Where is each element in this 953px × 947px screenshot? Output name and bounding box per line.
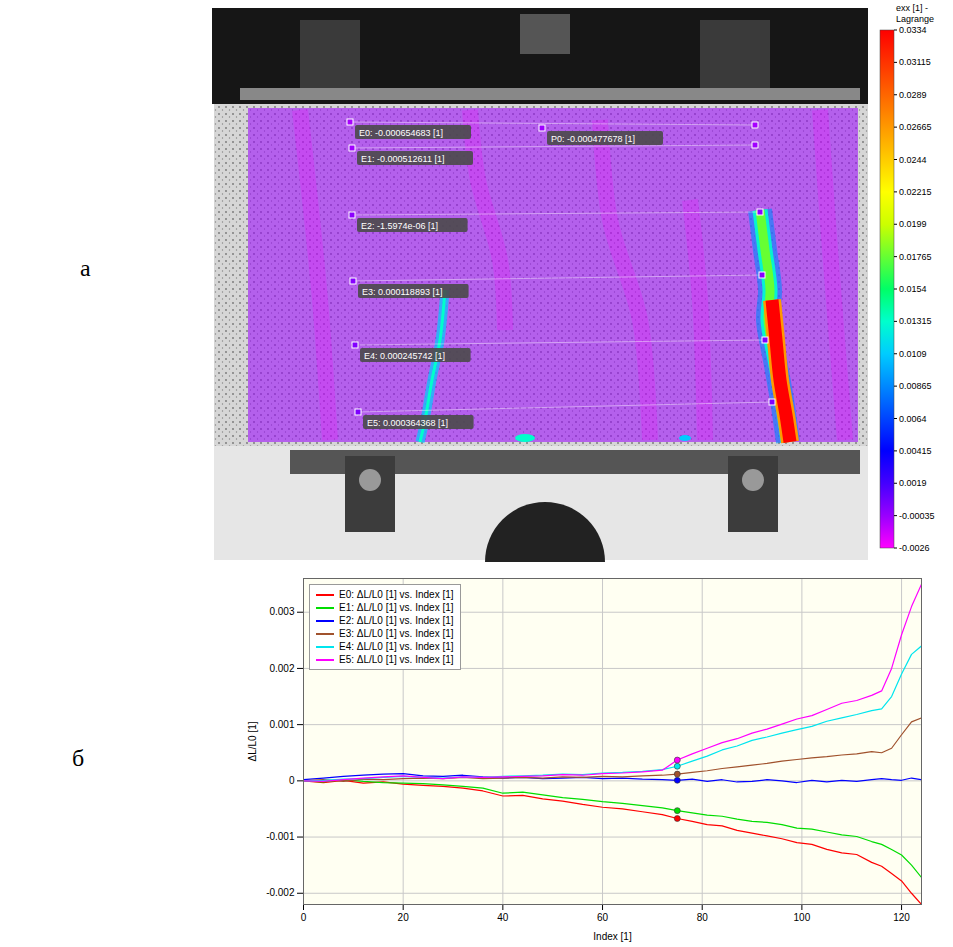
svg-text:E2: -1.5974e-06 [1]: E2: -1.5974e-06 [1] bbox=[361, 221, 438, 231]
svg-text:0.002: 0.002 bbox=[269, 663, 294, 674]
svg-text:0.0154: 0.0154 bbox=[899, 284, 927, 294]
svg-text:E3: 0.000118893 [1]: E3: 0.000118893 [1] bbox=[362, 287, 442, 297]
svg-text:0.01765: 0.01765 bbox=[899, 252, 932, 262]
svg-text:0.0064: 0.0064 bbox=[899, 414, 927, 424]
svg-text:E0: -0.000654683 [1]: E0: -0.000654683 [1] bbox=[359, 128, 443, 138]
svg-text:E4: 0.000245742 [1]: E4: 0.000245742 [1] bbox=[364, 351, 445, 361]
svg-text:-0.001: -0.001 bbox=[266, 831, 295, 842]
svg-text:40: 40 bbox=[497, 912, 509, 923]
svg-text:Index [1]: Index [1] bbox=[593, 931, 632, 942]
svg-text:80: 80 bbox=[697, 912, 709, 923]
svg-text:P0: -0.000477678 [1]: P0: -0.000477678 [1] bbox=[551, 134, 635, 144]
svg-text:0: 0 bbox=[289, 775, 295, 786]
svg-text:0.0199: 0.0199 bbox=[899, 219, 927, 229]
svg-text:-0.0026: -0.0026 bbox=[899, 543, 930, 553]
svg-text:0.0019: 0.0019 bbox=[899, 478, 927, 488]
svg-text:E5: 0.000364368 [1]: E5: 0.000364368 [1] bbox=[367, 418, 448, 428]
svg-text:0.0244: 0.0244 bbox=[899, 155, 927, 165]
svg-text:0.00865: 0.00865 bbox=[899, 381, 932, 391]
svg-text:-0.002: -0.002 bbox=[266, 887, 295, 898]
svg-text:100: 100 bbox=[794, 912, 811, 923]
svg-text:E1: -0.000512611 [1]: E1: -0.000512611 [1] bbox=[361, 154, 444, 164]
svg-text:0.003: 0.003 bbox=[269, 606, 294, 617]
svg-text:20: 20 bbox=[398, 912, 410, 923]
svg-text:0.02665: 0.02665 bbox=[899, 122, 932, 132]
svg-text:0.0334: 0.0334 bbox=[899, 25, 927, 35]
html-text:E5: ΔL/L0 [1] vs. Index [1]: E5: ΔL/L0 [1] vs. Index [1] bbox=[339, 654, 454, 665]
svg-text:0.01315: 0.01315 bbox=[899, 316, 932, 326]
svg-text:120: 120 bbox=[893, 912, 910, 923]
svg-text:60: 60 bbox=[597, 912, 609, 923]
svg-text:0: 0 bbox=[301, 912, 307, 923]
svg-text:exx [1] -Lagrange: exx [1] -Lagrange bbox=[896, 3, 934, 24]
html-text:E4: ΔL/L0 [1] vs. Index [1]: E4: ΔL/L0 [1] vs. Index [1] bbox=[339, 641, 454, 652]
svg-text:0.001: 0.001 bbox=[269, 719, 294, 730]
svg-text:ΔL/L0 [1]: ΔL/L0 [1] bbox=[247, 721, 258, 761]
svg-text:-0.00035: -0.00035 bbox=[899, 511, 935, 521]
html-text:б: б bbox=[72, 745, 85, 771]
svg-text:0.00415: 0.00415 bbox=[899, 446, 932, 456]
html-text:E3: ΔL/L0 [1] vs. Index [1]: E3: ΔL/L0 [1] vs. Index [1] bbox=[339, 628, 454, 639]
html-text:E2: ΔL/L0 [1] vs. Index [1]: E2: ΔL/L0 [1] vs. Index [1] bbox=[339, 615, 454, 626]
html-text:E1: ΔL/L0 [1] vs. Index [1]: E1: ΔL/L0 [1] vs. Index [1] bbox=[339, 602, 454, 613]
html-text:а: а bbox=[80, 255, 91, 281]
svg-text:0.02215: 0.02215 bbox=[899, 187, 932, 197]
svg-text:0.03115: 0.03115 bbox=[899, 57, 931, 67]
svg-text:0.0289: 0.0289 bbox=[899, 90, 927, 100]
svg-text:0.0109: 0.0109 bbox=[899, 349, 927, 359]
html-text:E0: ΔL/L0 [1] vs. Index [1]: E0: ΔL/L0 [1] vs. Index [1] bbox=[339, 589, 454, 600]
